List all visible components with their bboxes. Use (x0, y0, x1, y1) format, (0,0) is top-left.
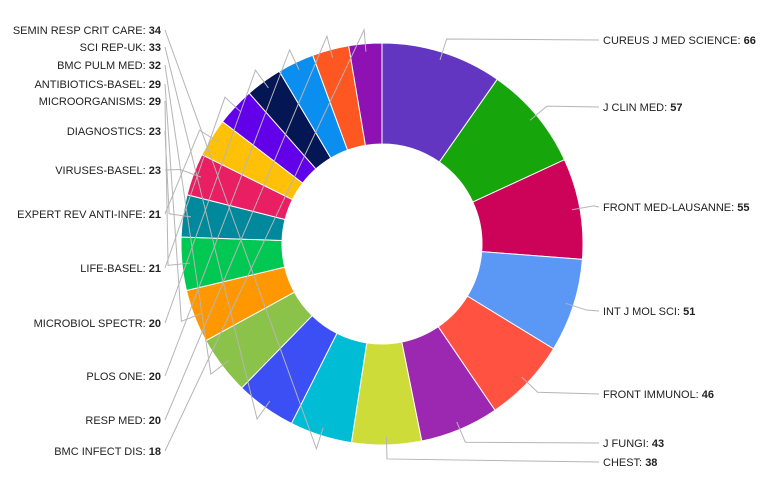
slice-label-sci-rep-uk: SCI REP-UK: 33 (80, 42, 161, 54)
slice-label-value: 29 (149, 96, 161, 108)
slice-label-name: EXPERT REV ANTI-INFE: (17, 209, 149, 221)
slice-label-value: 55 (737, 202, 749, 214)
leader-line-bmc-pulm-med (164, 64, 229, 376)
slice-label-value: 21 (149, 263, 161, 275)
leader-line-front-med-lausanne (571, 205, 600, 211)
leader-line-int-j-mol-sci (565, 302, 600, 312)
slice-label-name: BMC PULM MED: (57, 60, 149, 72)
leader-line-front-immunol (521, 376, 600, 395)
slice-label-j-clin-med: J CLIN MED: 57 (603, 102, 682, 114)
slice-label-name: BMC INFECT DIS: (54, 446, 149, 458)
leader-line-j-fungi (456, 421, 600, 444)
slice-label-name: PLOS ONE: (86, 371, 148, 383)
slice-label-value: 20 (149, 318, 161, 330)
slice-label-name: MICROORGANISMS: (39, 96, 149, 108)
label-leader-lines (164, 27, 600, 463)
slice-label-name: FRONT IMMUNOL: (603, 389, 702, 401)
slice-label-plos-one: PLOS ONE: 20 (86, 371, 161, 383)
leader-line-microbiol-spectr (164, 69, 269, 324)
slice-label-front-immunol: FRONT IMMUNOL: 46 (603, 389, 714, 401)
slice-label-value: 34 (149, 25, 162, 37)
leader-line-antibiotics-basel (164, 83, 203, 323)
slice-label-value: 20 (149, 415, 161, 427)
slice-label-name: CHEST: (603, 457, 645, 469)
slice-label-name: DIAGNOSTICS: (67, 126, 149, 138)
leader-line-plos-one (164, 48, 300, 377)
leader-line-j-clin-med (529, 105, 600, 121)
slice-labels: CUREUS J MED SCIENCE: 66 J CLIN MED: 57 FR… (13, 25, 756, 469)
donut-slices (180, 42, 584, 446)
slice-label-value: 43 (652, 438, 664, 450)
slice-label-name: J CLIN MED: (603, 102, 670, 114)
slice-label-name: J FUNGI: (603, 438, 652, 450)
slice-label-name: INT J MOL SCI: (603, 306, 683, 318)
slice-label-value: 21 (149, 209, 161, 221)
slice-label-int-j-mol-sci: INT J MOL SCI: 51 (603, 306, 695, 318)
slice-label-value: 46 (702, 389, 714, 401)
leader-line-cureus-j-med-science (439, 38, 600, 61)
leader-line-expert-rev-anti-infe (164, 129, 219, 215)
slice-label-cureus-j-med-science: CUREUS J MED SCIENCE: 66 (603, 35, 756, 47)
slice-label-name: FRONT MED-LAUSANNE: (603, 202, 737, 214)
leader-line-bmc-infect-dis (164, 27, 367, 452)
slice-label-name: SEMIN RESP CRIT CARE: (13, 25, 149, 37)
slice-label-name: SCI REP-UK: (80, 42, 149, 54)
slice-label-name: LIFE-BASEL: (80, 263, 148, 275)
slice-label-value: 18 (149, 446, 161, 458)
slice-label-semin-resp-crit-care: SEMIN RESP CRIT CARE: 34 (13, 25, 162, 37)
slice-label-value: 29 (149, 79, 161, 91)
slice-label-life-basel: LIFE-BASEL: 21 (80, 263, 161, 275)
slice-label-name: ANTIBIOTICS-BASEL: (34, 79, 148, 91)
slice-label-chest: CHEST: 38 (603, 457, 657, 469)
slice-label-diagnostics: DIAGNOSTICS: 23 (67, 126, 161, 138)
slice-label-value: 33 (149, 42, 161, 54)
slice-label-viruses-basel: VIRUSES-BASEL: 23 (55, 165, 161, 177)
leader-line-viruses-basel (164, 168, 202, 178)
slice-bmc-infect-dis[interactable] (348, 42, 383, 146)
slice-label-name: MICROBIOL SPECTR: (34, 318, 149, 330)
slice-label-microbiol-spectr: MICROBIOL SPECTR: 20 (34, 318, 161, 330)
slice-label-value: 23 (149, 126, 161, 138)
slice-label-name: VIRUSES-BASEL: (55, 165, 149, 177)
slice-label-value: 32 (149, 60, 161, 72)
slice-label-value: 20 (149, 371, 161, 383)
leader-line-chest (385, 436, 600, 463)
slice-label-value: 51 (683, 306, 695, 318)
leader-line-life-basel (164, 96, 242, 269)
slice-label-name: RESP MED: (85, 415, 148, 427)
slice-label-expert-rev-anti-infe: EXPERT REV ANTI-INFE: 21 (17, 209, 161, 221)
slice-label-front-med-lausanne: FRONT MED-LAUSANNE: 55 (603, 202, 750, 214)
slice-label-value: 57 (670, 102, 682, 114)
leader-line-resp-med (164, 34, 334, 421)
slice-label-name: CUREUS J MED SCIENCE: (603, 35, 744, 47)
slice-label-bmc-pulm-med: BMC PULM MED: 32 (57, 60, 161, 72)
slice-label-bmc-infect-dis: BMC INFECT DIS: 18 (54, 446, 161, 458)
slice-label-j-fungi: J FUNGI: 43 (603, 438, 664, 450)
leader-line-semin-resp-crit-care (164, 29, 324, 451)
leader-line-sci-rep-uk (164, 46, 271, 421)
slice-label-resp-med: RESP MED: 20 (85, 415, 161, 427)
slice-label-value: 23 (149, 165, 161, 177)
slice-label-value: 38 (645, 457, 657, 469)
slice-label-microorganisms: MICROORGANISMS: 29 (39, 96, 161, 108)
slice-label-value: 66 (744, 35, 756, 47)
slice-label-antibiotics-basel: ANTIBIOTICS-BASEL: 29 (34, 79, 161, 91)
